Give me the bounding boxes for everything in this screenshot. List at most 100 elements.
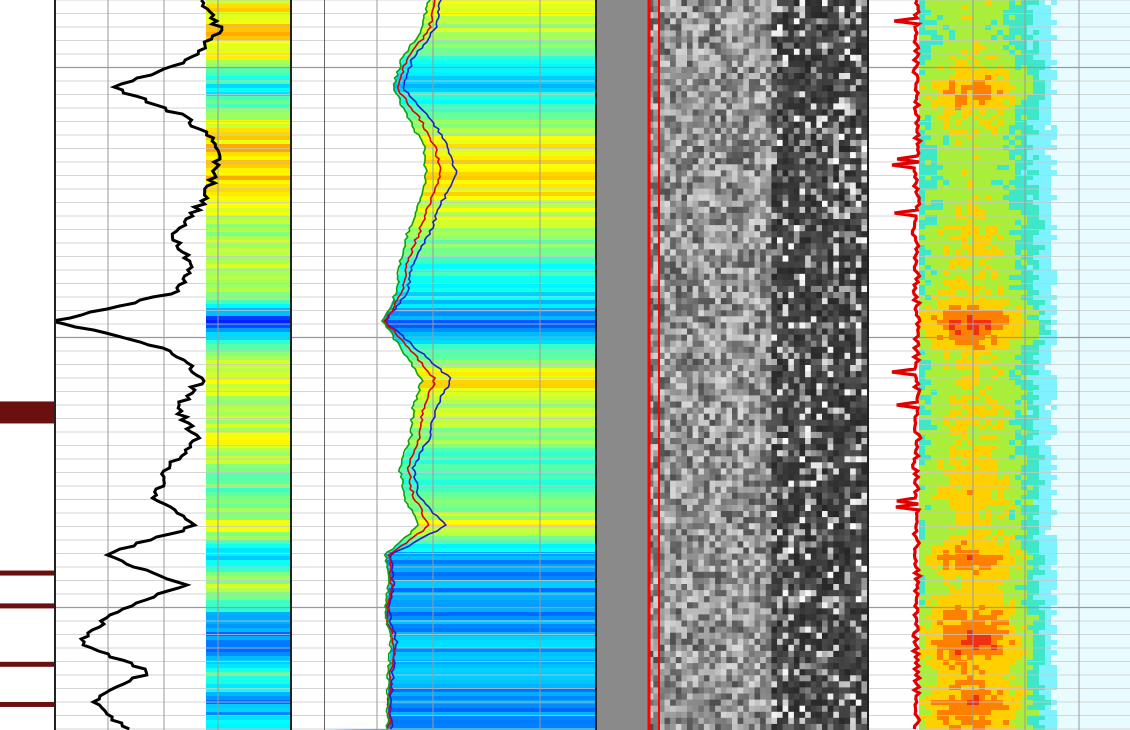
image-cell xyxy=(743,577,750,585)
image-cell xyxy=(793,401,801,409)
image-cell xyxy=(658,36,666,44)
image-cell xyxy=(805,669,812,676)
image-cell xyxy=(805,535,812,542)
fill-band xyxy=(206,696,290,701)
series-line xyxy=(380,0,431,730)
image-cell xyxy=(681,711,688,719)
image-cell xyxy=(754,365,761,372)
fill-band xyxy=(206,76,290,81)
image-cell xyxy=(647,133,654,141)
fill-band xyxy=(206,320,290,325)
image-cell xyxy=(675,36,682,44)
image-cell xyxy=(692,444,699,451)
image-cell xyxy=(838,310,846,317)
image-cell xyxy=(833,352,840,360)
image-cell xyxy=(647,225,654,232)
image-cell xyxy=(844,413,851,421)
image-cell xyxy=(838,383,846,390)
image-cell xyxy=(833,146,840,153)
image-cell xyxy=(805,699,812,707)
image-cell xyxy=(838,127,846,135)
fill-band xyxy=(206,608,290,613)
image-cell xyxy=(743,219,750,226)
image-cell xyxy=(726,571,733,579)
image-cell xyxy=(698,79,705,86)
image-cell xyxy=(647,292,654,299)
image-cell xyxy=(777,590,784,597)
image-cell xyxy=(658,164,666,171)
image-cell xyxy=(732,419,739,427)
image-cell xyxy=(647,30,654,37)
image-cell xyxy=(715,146,722,153)
image-cell xyxy=(777,389,784,396)
image-cell xyxy=(833,152,840,159)
image-cell xyxy=(692,54,699,62)
image-cell xyxy=(760,152,767,159)
image-cell xyxy=(765,511,772,518)
fill-band xyxy=(206,24,290,29)
image-cell xyxy=(647,553,654,561)
image-cell xyxy=(782,85,789,92)
image-cell xyxy=(748,133,756,141)
fill-band xyxy=(325,368,595,373)
image-cell xyxy=(805,663,812,670)
image-cell xyxy=(720,91,727,98)
image-cell xyxy=(816,273,823,281)
image-cell xyxy=(664,164,671,171)
image-cell xyxy=(658,12,666,19)
image-cell xyxy=(726,687,733,694)
image-cell xyxy=(647,316,654,323)
image-cell xyxy=(777,638,784,646)
image-cell xyxy=(709,115,716,123)
image-cell xyxy=(726,669,733,676)
image-cell xyxy=(687,48,694,56)
image-cell xyxy=(850,541,857,548)
image-cell xyxy=(822,401,829,409)
image-cell xyxy=(709,24,716,31)
image-cell xyxy=(715,395,722,402)
image-cell xyxy=(703,383,711,390)
image-cell xyxy=(658,723,666,730)
image-cell xyxy=(703,103,711,110)
image-cell xyxy=(799,602,806,609)
image-cell xyxy=(715,60,722,68)
image-cell xyxy=(692,334,699,342)
image-cell xyxy=(788,285,795,293)
image-cell xyxy=(681,54,688,62)
image-cell xyxy=(799,182,806,190)
image-cell xyxy=(754,425,761,433)
image-cell xyxy=(703,529,711,536)
image-cell xyxy=(692,12,699,19)
image-cell xyxy=(737,693,744,701)
image-cell xyxy=(748,681,756,688)
image-cell xyxy=(810,91,817,98)
image-cell xyxy=(698,85,705,92)
image-cell xyxy=(720,480,727,488)
image-cell xyxy=(687,182,694,190)
image-cell xyxy=(709,30,716,37)
image-cell xyxy=(833,346,840,354)
image-cell xyxy=(788,54,795,62)
image-cell xyxy=(805,529,812,536)
image-cell xyxy=(720,498,727,506)
image-cell xyxy=(715,304,722,311)
image-cell xyxy=(844,279,851,287)
fill-band xyxy=(325,156,595,161)
image-cell xyxy=(782,267,789,275)
image-cell xyxy=(743,24,750,31)
image-cell xyxy=(805,73,812,80)
image-cell xyxy=(709,584,716,591)
image-cell xyxy=(810,559,817,567)
image-cell xyxy=(737,139,744,147)
image-cell xyxy=(698,401,705,409)
image-cell xyxy=(703,492,711,500)
image-cell xyxy=(771,681,778,688)
image-cell xyxy=(715,565,722,573)
image-cell xyxy=(726,121,733,129)
image-cell xyxy=(698,693,705,701)
image-cell xyxy=(687,407,694,415)
image-cell xyxy=(664,346,671,354)
image-cell xyxy=(681,18,688,25)
image-cell xyxy=(850,91,857,98)
image-cell xyxy=(777,188,784,196)
